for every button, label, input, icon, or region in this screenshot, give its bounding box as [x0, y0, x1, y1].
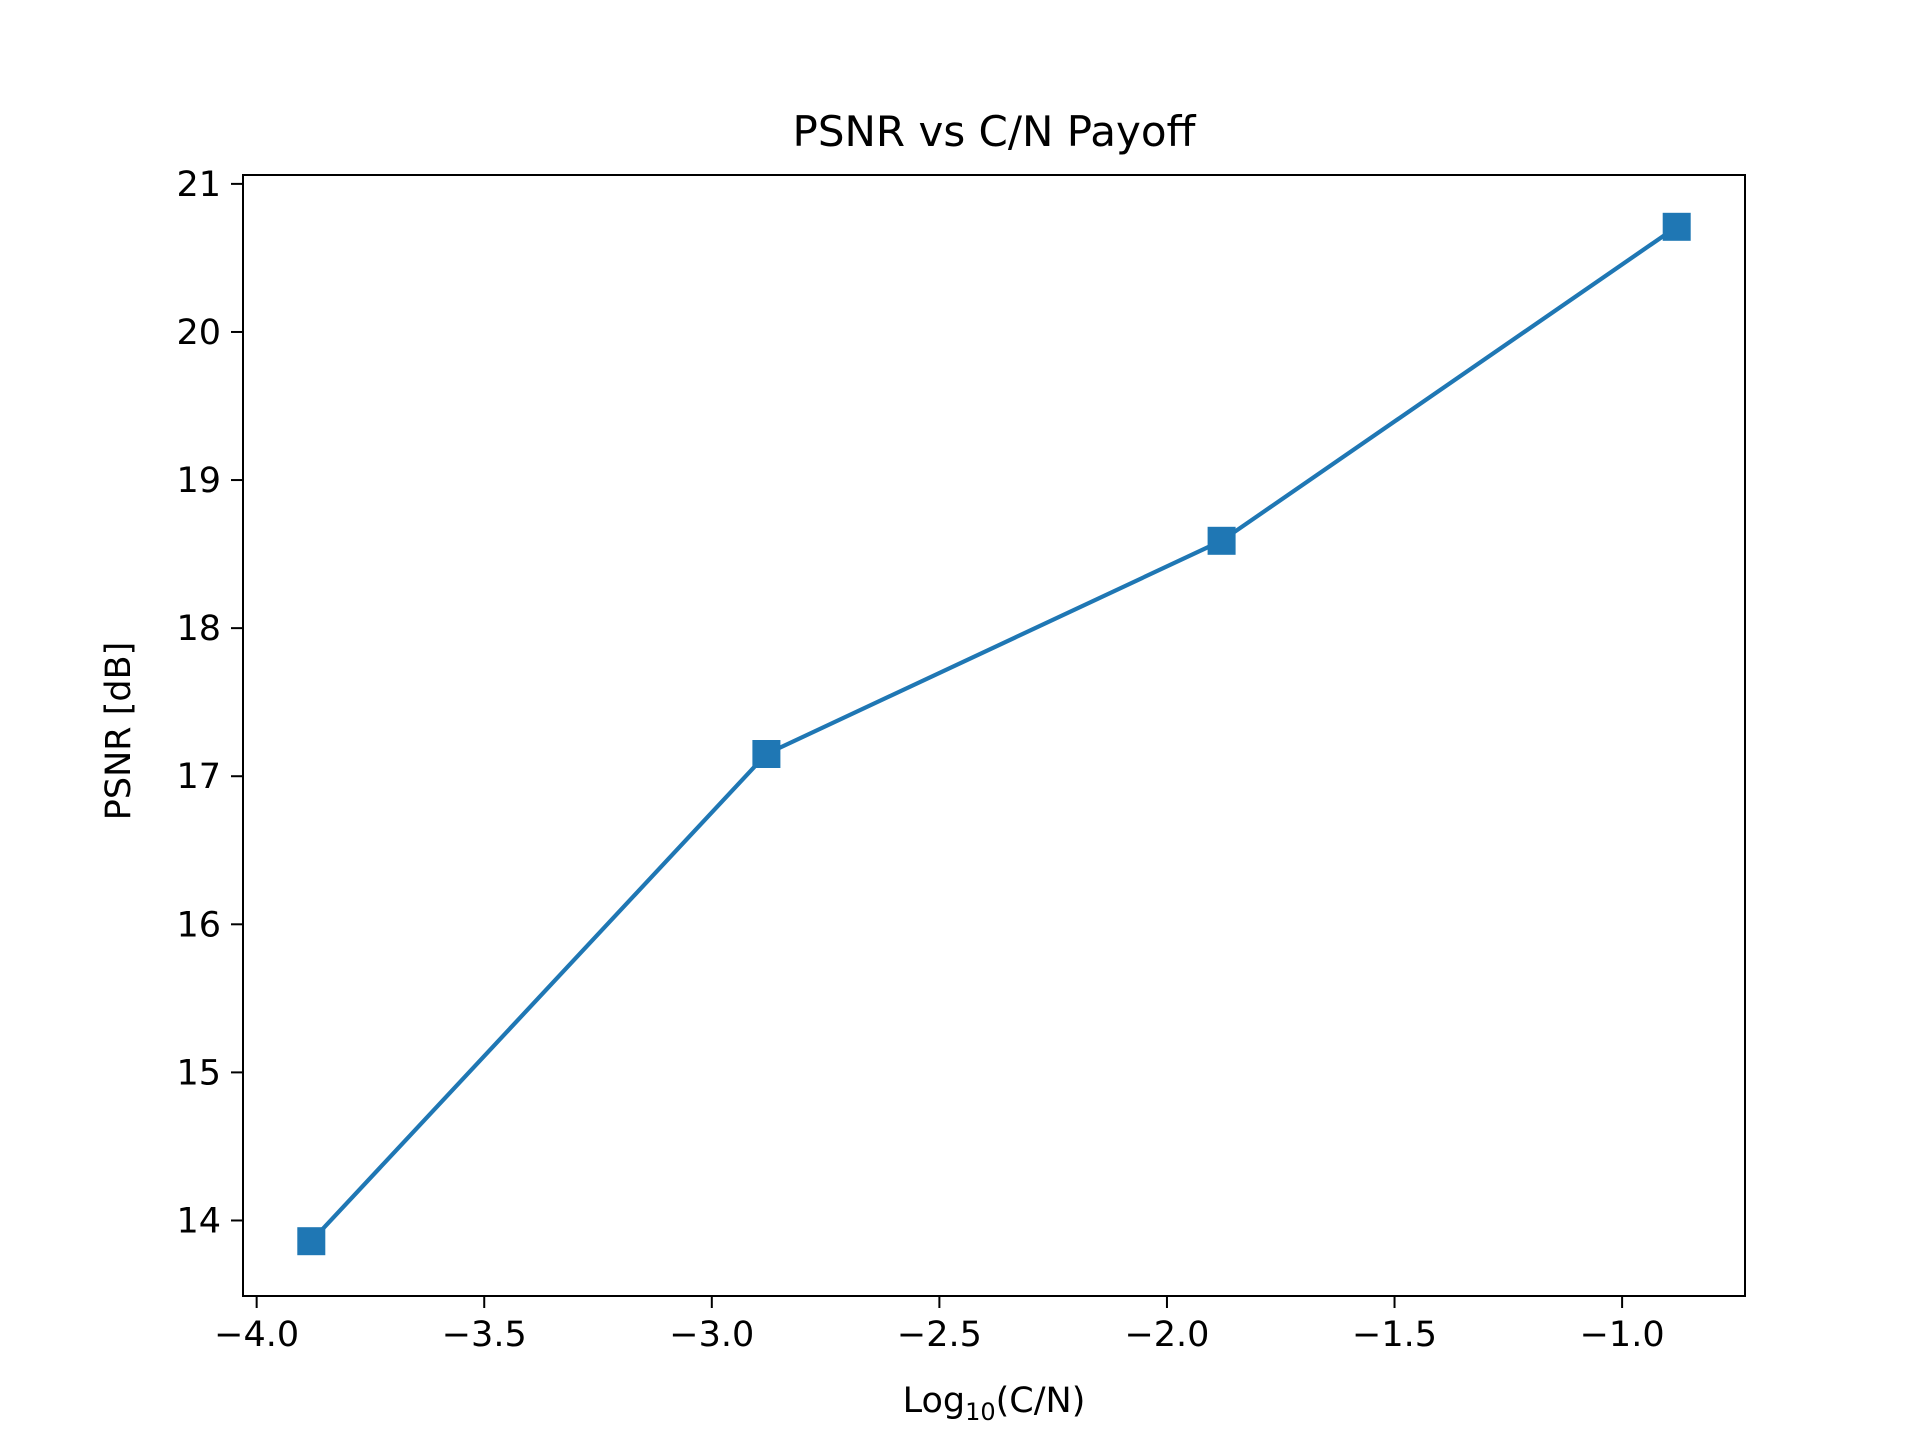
y-tick-label: 15 [176, 1053, 221, 1093]
y-tick-label: 14 [176, 1201, 221, 1241]
x-tick-label: −1.0 [1580, 1315, 1665, 1355]
x-tick-label: −4.0 [214, 1315, 299, 1355]
y-tick-label: 19 [176, 461, 221, 501]
x-axis: −4.0 −3.5 −3.0 −2.5 −2.0 −1.5 −1.0 [214, 1296, 1665, 1355]
data-point-marker [1207, 526, 1236, 555]
series-line [308, 223, 1680, 1245]
y-tick-label: 16 [176, 905, 221, 945]
x-tick-label: −3.0 [669, 1315, 754, 1355]
y-tick-label: 21 [176, 165, 221, 205]
plot-frame [242, 174, 1746, 1297]
y-tick-label: 18 [176, 609, 221, 649]
x-tick-label: −2.5 [897, 1315, 982, 1355]
x-tick-label: −2.0 [1124, 1315, 1209, 1355]
plot-area [242, 174, 1746, 1297]
y-tick-label: 17 [176, 757, 221, 797]
y-axis: 14 15 16 17 18 19 20 21 [176, 165, 243, 1241]
y-axis-label: PSNR [dB] [99, 642, 139, 821]
x-axis-label-suffix: (C/N) [996, 1381, 1086, 1421]
x-axis-label: Log10(C/N) [903, 1381, 1086, 1426]
data-point-marker [297, 1227, 326, 1256]
x-axis-label-prefix: Log [903, 1381, 966, 1421]
y-tick-label: 20 [176, 313, 221, 353]
data-point-marker [752, 740, 781, 768]
x-tick-label: −3.5 [442, 1315, 527, 1355]
chart-title: PSNR vs C/N Payoff [793, 107, 1197, 156]
x-axis-label-subscript: 10 [965, 1398, 996, 1426]
x-tick-label: −1.5 [1352, 1315, 1437, 1355]
data-point-marker [1662, 212, 1691, 241]
